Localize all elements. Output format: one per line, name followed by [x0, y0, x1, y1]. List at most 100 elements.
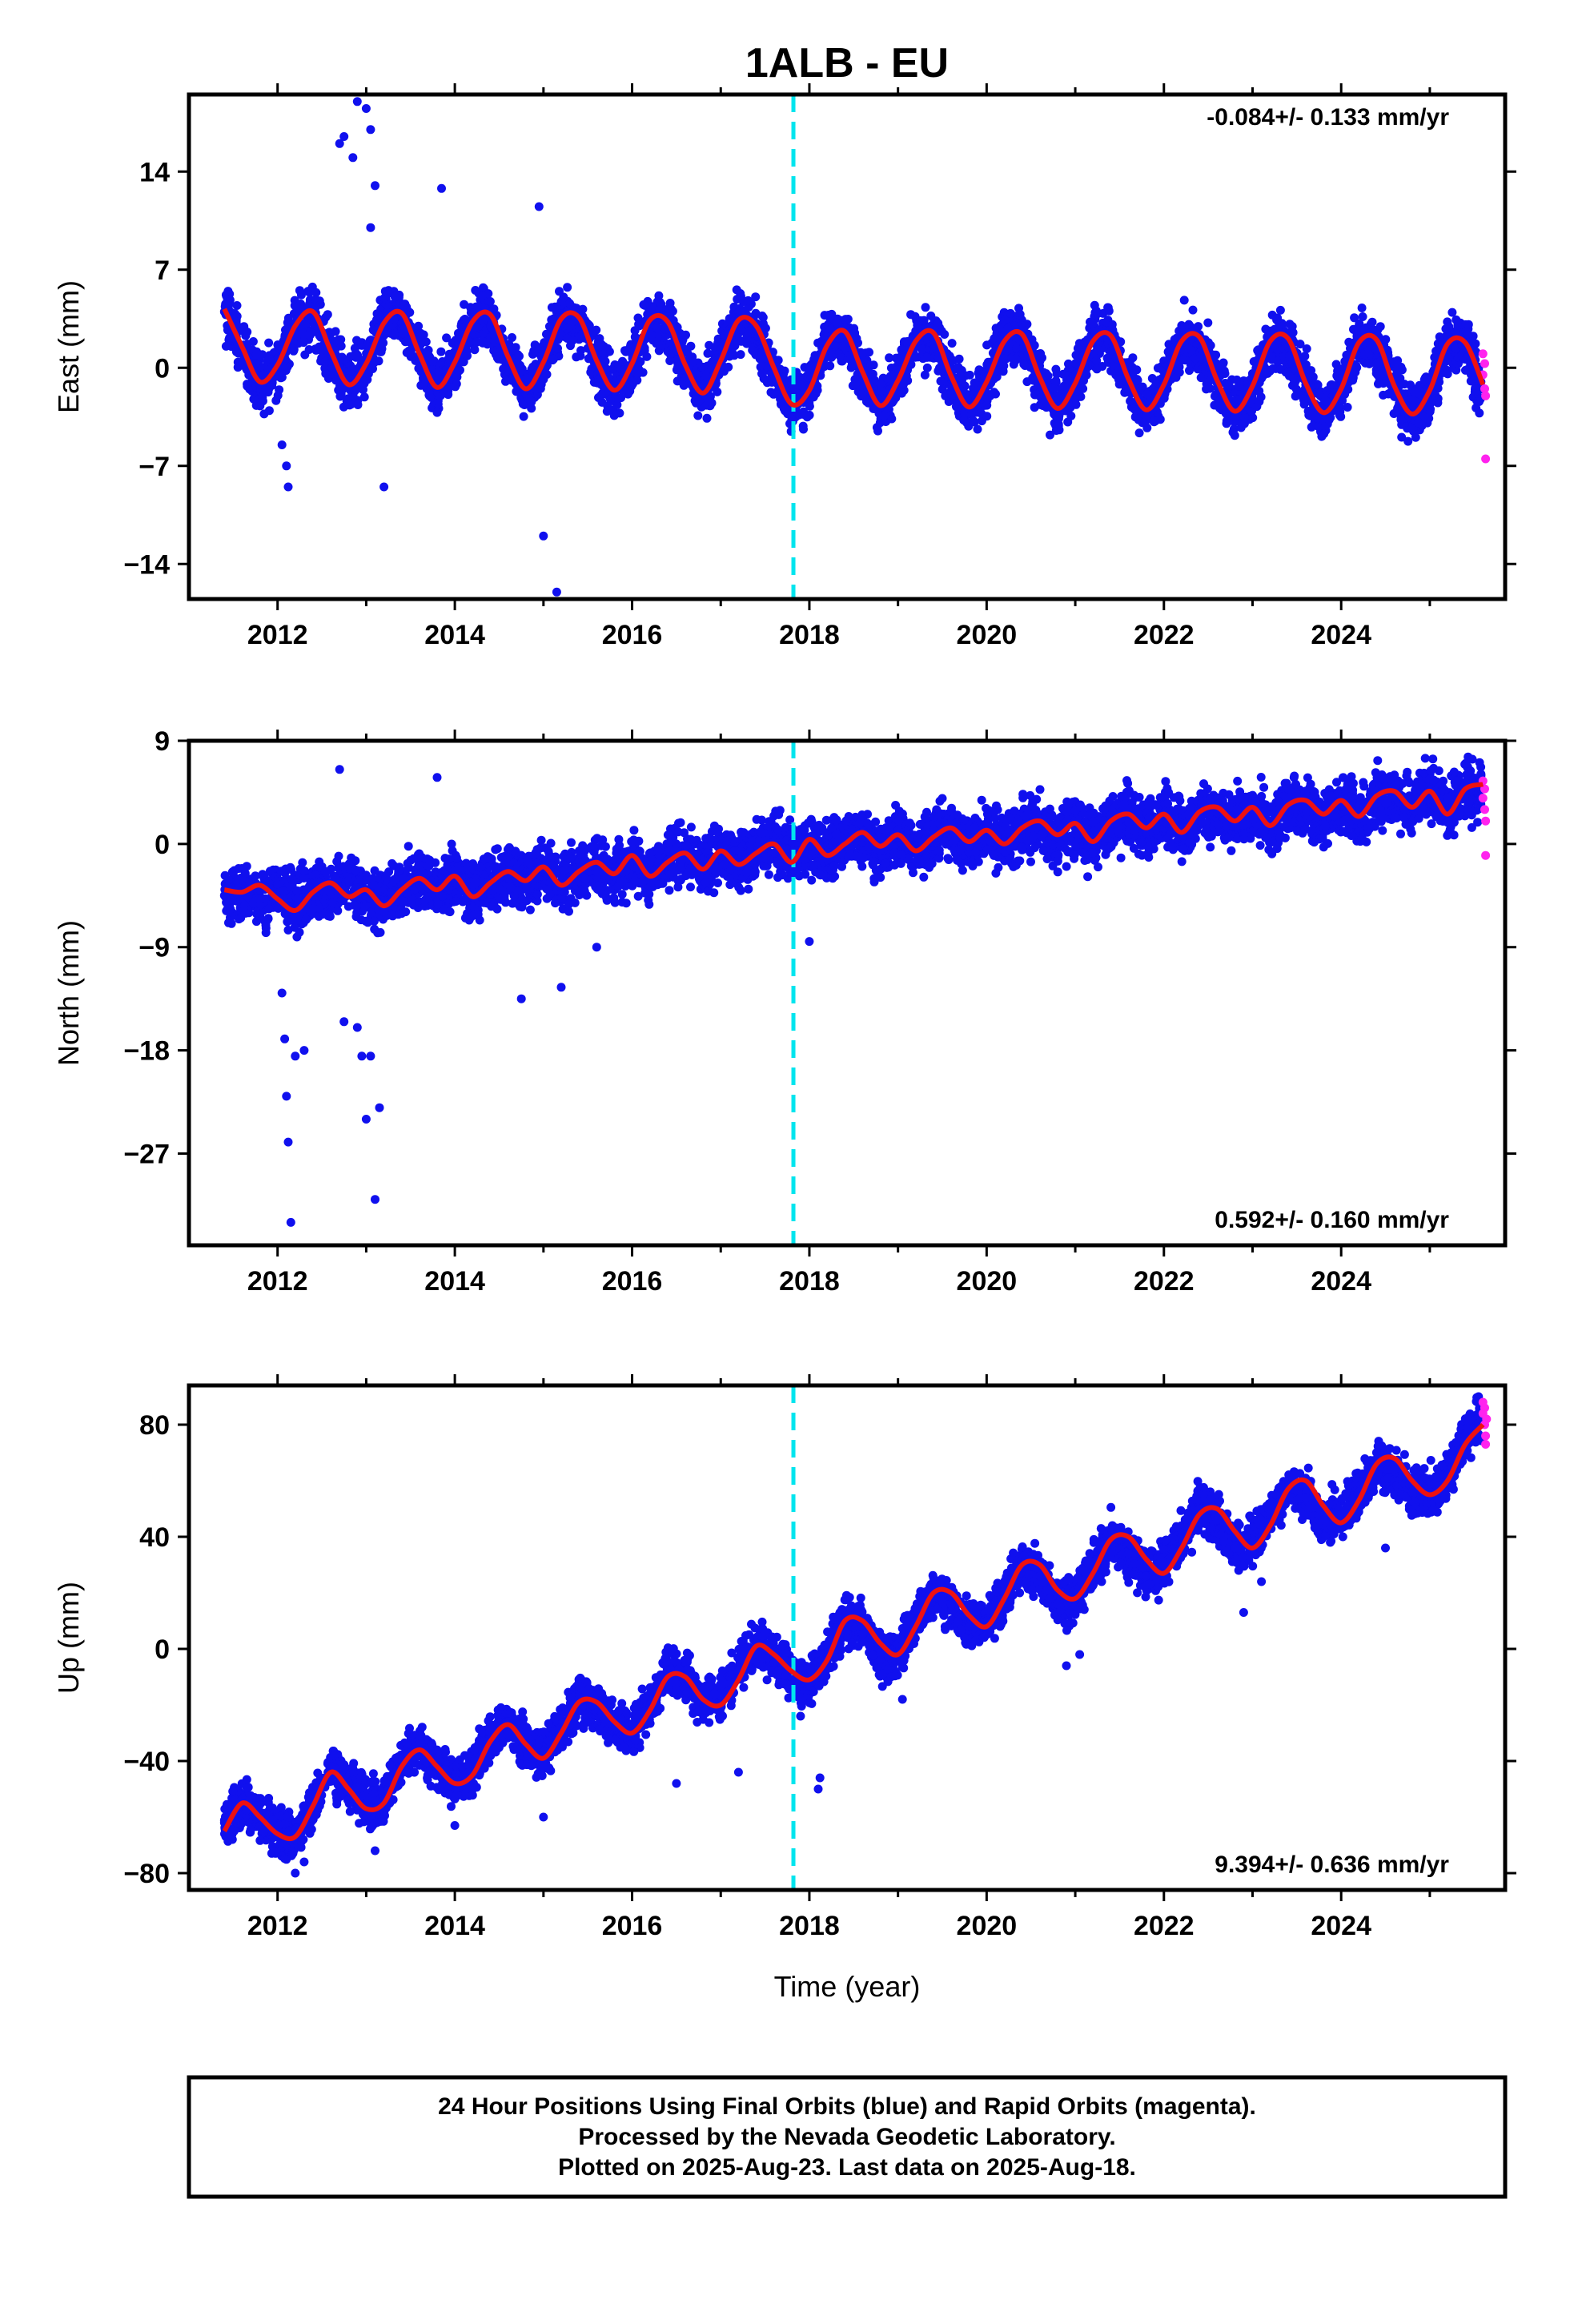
east-final-point — [736, 289, 745, 298]
east-final-point — [1443, 369, 1452, 379]
east-final-point — [1185, 366, 1194, 376]
east-final-point — [982, 412, 992, 421]
east-final-point — [730, 341, 740, 351]
east-final-point — [471, 286, 480, 295]
east-final-point — [920, 370, 930, 380]
east-final-point — [1071, 400, 1081, 409]
east-final-point — [1114, 380, 1124, 389]
east-final-point — [1155, 415, 1165, 424]
east-final-point — [965, 370, 974, 380]
east-final-point — [1396, 415, 1406, 424]
east-final-point — [1359, 350, 1369, 360]
east-final-point — [938, 384, 947, 394]
east-final-point — [1092, 356, 1102, 365]
east-final-point — [548, 354, 558, 364]
east-final-point — [1022, 377, 1032, 387]
east-final-point — [297, 324, 307, 334]
figure-title: 1ALB - EU — [745, 40, 949, 86]
east-final-point — [693, 411, 703, 420]
east-final-point — [1063, 417, 1073, 427]
east-final-point — [1171, 372, 1181, 382]
east-final-point — [389, 315, 399, 324]
east-final-point — [519, 412, 528, 421]
east-final-point — [576, 305, 586, 315]
east-final-point — [688, 357, 697, 367]
east-final-point — [913, 320, 922, 330]
east-final-point — [399, 300, 408, 310]
east-final-point — [1319, 429, 1329, 439]
east-final-point — [320, 357, 330, 367]
east-final-point — [1301, 360, 1311, 369]
east-final-point — [346, 352, 355, 361]
east-final-point — [982, 400, 992, 410]
east-final-point — [1094, 345, 1103, 355]
east-final-point — [592, 325, 601, 335]
east-final-point — [1134, 428, 1144, 438]
east-final-point — [1073, 344, 1082, 353]
east-final-point — [640, 344, 649, 352]
east-final-point — [359, 392, 369, 402]
east-final-point — [630, 326, 640, 336]
east-final-point — [702, 413, 712, 423]
east-final-point — [595, 334, 604, 344]
east-final-point — [1268, 364, 1278, 373]
east-final-point — [1038, 353, 1046, 363]
east-final-point — [1062, 376, 1072, 385]
east-final-point — [1397, 432, 1407, 442]
east-final-point — [485, 297, 495, 306]
east-final-point — [334, 335, 343, 344]
east-final-point — [1291, 384, 1301, 394]
east-final-point — [647, 302, 656, 312]
east-final-point — [1273, 313, 1283, 323]
east-final-point — [1461, 365, 1470, 375]
east-final-point — [508, 333, 516, 342]
east-final-point — [683, 348, 693, 357]
east-final-point — [632, 376, 642, 385]
east-final-point — [1307, 422, 1316, 432]
east-final-point — [405, 348, 415, 357]
east-panel: 2012 2014 2016 2018 2020 2022 20241470−7−14Eas… — [52, 83, 1516, 650]
east-final-point — [1019, 360, 1029, 369]
east-final-point — [936, 376, 946, 386]
east-final-point — [1219, 359, 1228, 368]
east-final-point — [825, 361, 835, 371]
east-final-point — [757, 312, 767, 320]
east-final-point — [1179, 296, 1189, 305]
east-final-point — [1240, 413, 1250, 423]
east-final-point — [489, 331, 499, 340]
east-final-point — [1196, 373, 1206, 383]
east-final-point — [887, 414, 897, 424]
east-final-point — [1302, 344, 1311, 353]
east-final-point — [744, 296, 753, 305]
east-final-point — [472, 302, 482, 312]
east-final-point — [805, 401, 814, 411]
east-final-orbit-points — [219, 282, 1486, 446]
east-final-point — [1211, 350, 1221, 360]
east-final-point — [383, 288, 393, 298]
east-final-point — [267, 380, 277, 390]
east-final-point — [690, 368, 700, 377]
east-final-point — [512, 387, 521, 396]
east-final-point — [565, 322, 575, 332]
east-final-point — [897, 388, 906, 398]
east-final-point — [668, 307, 677, 316]
east-final-point — [969, 416, 978, 425]
east-final-point — [1300, 352, 1310, 361]
east-final-point — [701, 372, 711, 381]
east-final-point — [1224, 380, 1234, 390]
east-final-point — [362, 341, 371, 351]
east-final-point — [1056, 389, 1065, 399]
east-final-point — [947, 339, 957, 348]
east-final-point — [1464, 329, 1473, 339]
east-final-point — [1186, 346, 1196, 356]
east-final-point — [331, 327, 340, 336]
east-final-point — [421, 348, 431, 357]
east-final-point — [451, 382, 460, 392]
east-final-point — [243, 328, 252, 336]
east-final-point — [1275, 364, 1285, 374]
east-final-point — [1410, 388, 1419, 397]
east-final-point — [605, 405, 615, 415]
east-final-point — [1049, 383, 1058, 392]
east-final-point — [547, 303, 556, 312]
east-final-point — [304, 345, 314, 354]
